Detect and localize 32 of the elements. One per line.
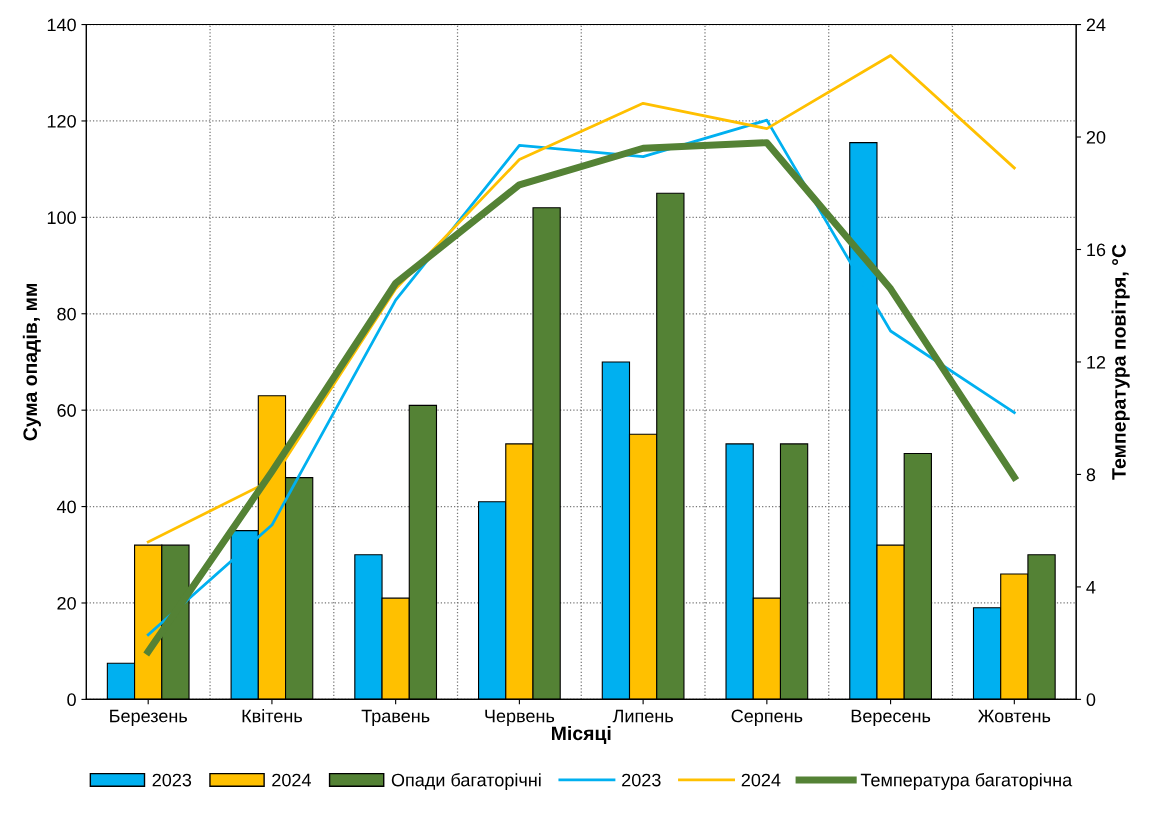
legend-label: 2024 xyxy=(272,773,311,787)
y2-axis-title: Температура повітря, °C xyxy=(1111,244,1130,480)
y-axis-title: Сума опадів, мм xyxy=(22,284,41,441)
legend-label: 2023 xyxy=(622,773,661,787)
y2-tick-label: 20 xyxy=(1086,130,1106,144)
y2-tick-label: 4 xyxy=(1086,581,1096,594)
y-tick-label: 120 xyxy=(47,114,76,128)
legend-label: 2024 xyxy=(741,773,781,787)
y2-tick-label: 8 xyxy=(1086,468,1096,482)
x-tick-label: Березень xyxy=(110,709,187,726)
x-tick-label: Серпень xyxy=(731,709,803,726)
x-tick-label: Липень xyxy=(612,709,673,723)
x-tick-label: Травень xyxy=(361,709,430,726)
y-tick-label: 60 xyxy=(57,404,76,417)
y-tick-label: 100 xyxy=(47,211,76,225)
y-tick-label: 140 xyxy=(47,18,76,32)
x-axis-title: Місяці xyxy=(552,725,611,744)
legend-label: Температура багаторічна xyxy=(860,773,1073,790)
y2-tick-label: 16 xyxy=(1087,243,1106,257)
x-tick-label: Червень xyxy=(485,709,555,726)
legend-label: Опади багаторічні xyxy=(391,773,541,790)
y2-tick-label: 0 xyxy=(1086,693,1096,707)
x-tick-label: Квітень xyxy=(242,709,302,723)
y2-tick-label: 12 xyxy=(1087,355,1106,369)
y-tick-label: 80 xyxy=(57,307,76,321)
y2-tick-label: 24 xyxy=(1086,18,1106,32)
y-tick-label: 20 xyxy=(57,596,76,610)
x-tick-label: Жовтень xyxy=(977,709,1051,723)
y-tick-label: 0 xyxy=(67,693,76,707)
y-tick-label: 40 xyxy=(56,500,76,514)
legend-label: 2023 xyxy=(152,773,192,787)
x-tick-label: Вересень xyxy=(851,709,931,726)
